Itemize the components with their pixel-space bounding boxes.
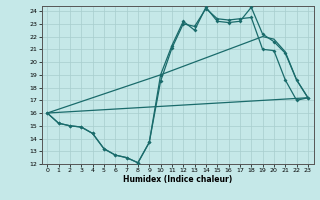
X-axis label: Humidex (Indice chaleur): Humidex (Indice chaleur) bbox=[123, 175, 232, 184]
